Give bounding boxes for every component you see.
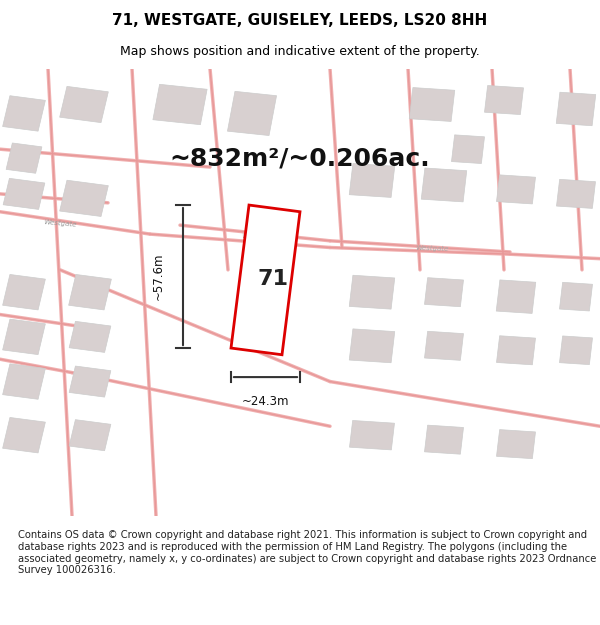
Polygon shape (484, 86, 524, 114)
Polygon shape (69, 419, 111, 451)
Text: ~24.3m: ~24.3m (242, 395, 289, 408)
Polygon shape (350, 421, 394, 450)
Polygon shape (153, 84, 207, 125)
Polygon shape (2, 274, 46, 310)
Polygon shape (424, 425, 464, 454)
Polygon shape (227, 91, 277, 136)
Polygon shape (424, 278, 464, 307)
Polygon shape (409, 88, 455, 121)
Polygon shape (2, 319, 46, 354)
Text: ~57.6m: ~57.6m (152, 253, 165, 300)
Polygon shape (496, 336, 536, 365)
Polygon shape (421, 168, 467, 202)
Polygon shape (6, 143, 42, 173)
Text: Map shows position and indicative extent of the property.: Map shows position and indicative extent… (120, 45, 480, 58)
Text: Westgate: Westgate (43, 218, 77, 227)
Polygon shape (2, 364, 46, 399)
Polygon shape (556, 179, 596, 208)
Polygon shape (424, 331, 464, 361)
Text: 71, WESTGATE, GUISELEY, LEEDS, LS20 8HH: 71, WESTGATE, GUISELEY, LEEDS, LS20 8HH (112, 12, 488, 28)
Polygon shape (349, 164, 395, 198)
Polygon shape (349, 329, 395, 362)
Polygon shape (231, 205, 300, 355)
Polygon shape (3, 178, 45, 209)
Polygon shape (349, 275, 395, 309)
Text: ~832m²/~0.206ac.: ~832m²/~0.206ac. (170, 146, 430, 170)
Polygon shape (69, 321, 111, 352)
Polygon shape (59, 86, 109, 123)
Polygon shape (451, 135, 485, 164)
Polygon shape (59, 180, 109, 216)
Text: Contains OS data © Crown copyright and database right 2021. This information is : Contains OS data © Crown copyright and d… (18, 531, 596, 575)
Polygon shape (496, 429, 536, 459)
Text: Westgate: Westgate (415, 245, 449, 252)
Polygon shape (2, 96, 46, 131)
Polygon shape (68, 274, 112, 310)
Polygon shape (496, 280, 536, 313)
Polygon shape (559, 282, 593, 311)
Text: Westgate: Westgate (241, 232, 275, 240)
Polygon shape (69, 366, 111, 397)
Polygon shape (2, 418, 46, 453)
Polygon shape (556, 92, 596, 126)
Polygon shape (559, 336, 593, 364)
Polygon shape (496, 175, 536, 204)
Text: 71: 71 (257, 269, 289, 289)
